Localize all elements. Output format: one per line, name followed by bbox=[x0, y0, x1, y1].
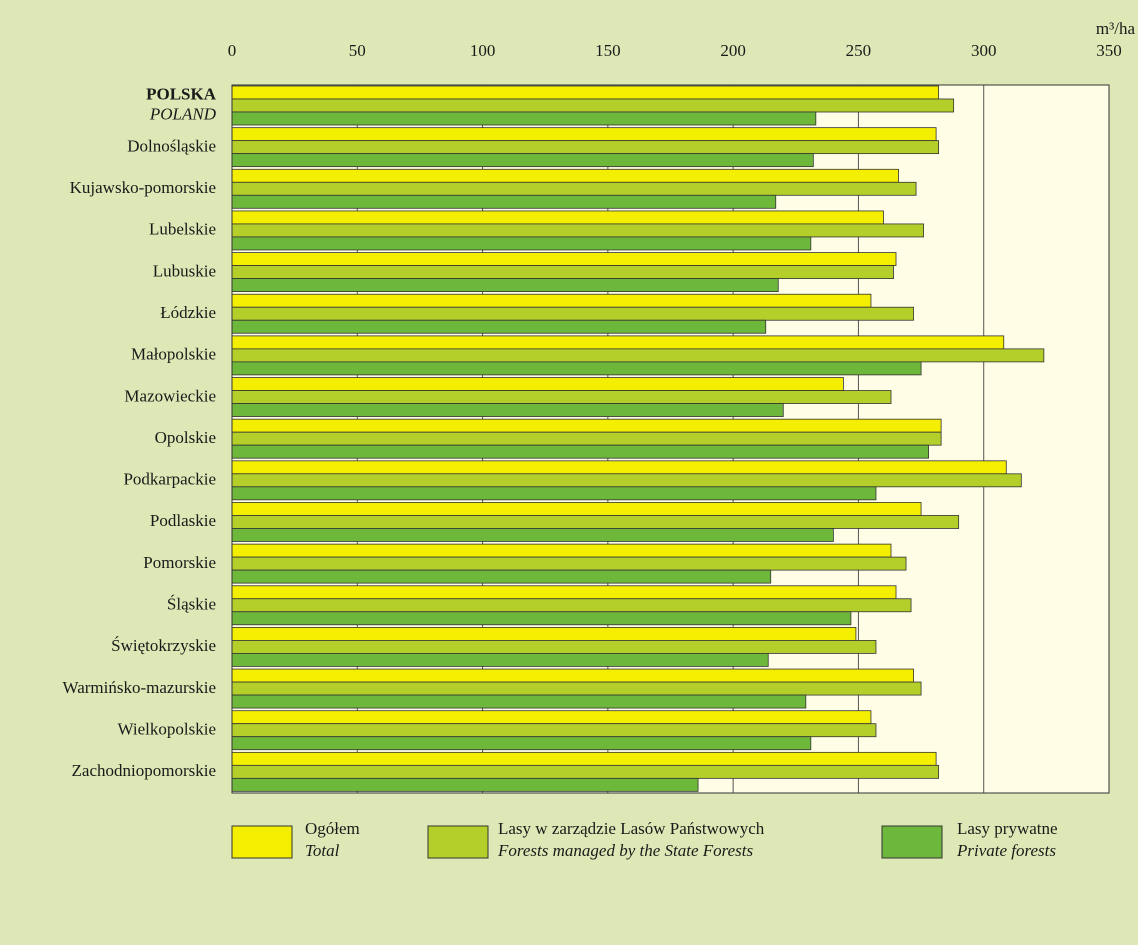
category-label: Warmińsko-mazurskie bbox=[63, 678, 216, 697]
category-label: Śląskie bbox=[167, 594, 216, 613]
bar bbox=[231, 556, 907, 571]
bar bbox=[231, 210, 884, 225]
bar bbox=[231, 694, 807, 709]
category-label: Podlaskie bbox=[150, 511, 216, 530]
bar bbox=[231, 777, 699, 792]
bar bbox=[231, 681, 922, 696]
bar bbox=[231, 403, 784, 417]
x-tick-label: 150 bbox=[595, 41, 621, 60]
bar bbox=[231, 444, 929, 459]
category-label: Lubuskie bbox=[153, 261, 216, 280]
legend-label-en: Private forests bbox=[956, 841, 1056, 860]
category-label: Wielkopolskie bbox=[118, 719, 216, 738]
bar bbox=[231, 223, 924, 238]
bar bbox=[231, 627, 857, 641]
bar bbox=[231, 390, 892, 404]
category-label: Dolnośląskie bbox=[127, 136, 216, 155]
category-label: Małopolskie bbox=[131, 345, 216, 364]
x-tick-label: 300 bbox=[971, 41, 997, 60]
x-tick-label: 250 bbox=[846, 41, 872, 60]
bar bbox=[231, 335, 1005, 350]
x-tick-label: 50 bbox=[349, 41, 366, 60]
category-label: Podkarpackie bbox=[123, 470, 216, 489]
bar bbox=[231, 306, 914, 321]
bar bbox=[231, 569, 772, 584]
bar bbox=[231, 377, 844, 391]
bar bbox=[231, 460, 1007, 475]
category-label: Opolskie bbox=[155, 428, 216, 447]
bar bbox=[231, 736, 812, 751]
category-label: Pomorskie bbox=[143, 553, 216, 572]
x-tick-label: 100 bbox=[470, 41, 496, 60]
legend-label: Ogółem bbox=[305, 819, 360, 838]
bar bbox=[231, 85, 940, 100]
bar bbox=[231, 236, 812, 251]
bar bbox=[231, 293, 872, 308]
bar bbox=[231, 640, 877, 654]
bar bbox=[231, 140, 940, 155]
bar bbox=[231, 668, 914, 683]
bar bbox=[231, 127, 937, 142]
category-label: POLSKA bbox=[146, 85, 217, 104]
bar bbox=[231, 153, 814, 168]
x-tick-label: 200 bbox=[720, 41, 746, 60]
bar bbox=[231, 764, 940, 779]
bar bbox=[231, 278, 779, 292]
x-tick-label: 350 bbox=[1096, 41, 1122, 60]
legend-swatch bbox=[231, 825, 293, 859]
plot-border bbox=[231, 84, 1110, 794]
bar bbox=[231, 486, 877, 501]
bar bbox=[231, 181, 917, 196]
bar bbox=[231, 418, 942, 433]
bar bbox=[231, 751, 937, 766]
category-label: Lubelskie bbox=[149, 220, 216, 239]
category-label: Łódzkie bbox=[160, 303, 216, 322]
legend-label-en: Total bbox=[305, 841, 340, 860]
legend-label: Lasy w zarządzie Lasów Państwowych bbox=[498, 819, 765, 838]
bar bbox=[231, 723, 877, 738]
bar bbox=[231, 473, 1022, 488]
bar bbox=[231, 585, 897, 600]
bar bbox=[231, 543, 892, 558]
bar bbox=[231, 111, 817, 126]
category-label: Zachodniopomorskie bbox=[72, 761, 216, 780]
category-label: Kujawsko-pomorskie bbox=[70, 178, 216, 197]
bar bbox=[231, 98, 955, 113]
category-label: Świętokrzyskie bbox=[111, 636, 216, 655]
bar bbox=[231, 653, 769, 667]
bar bbox=[231, 348, 1045, 363]
legend-swatch bbox=[427, 825, 489, 859]
bar bbox=[231, 611, 852, 626]
bar bbox=[231, 528, 834, 542]
bar bbox=[231, 265, 894, 279]
bar bbox=[231, 168, 899, 183]
bar bbox=[231, 194, 777, 209]
bar bbox=[231, 710, 872, 725]
x-tick-label: 0 bbox=[228, 41, 237, 60]
legend-label-en: Forests managed by the State Forests bbox=[497, 841, 754, 860]
bar bbox=[231, 252, 897, 266]
bar bbox=[231, 319, 767, 334]
bar bbox=[231, 598, 912, 613]
bar bbox=[231, 361, 922, 376]
bar bbox=[231, 515, 960, 529]
legend-label: Lasy prywatne bbox=[957, 819, 1058, 838]
category-translation: POLAND bbox=[149, 105, 217, 124]
bar bbox=[231, 431, 942, 446]
category-label: Mazowieckie bbox=[124, 386, 216, 405]
bar bbox=[231, 502, 922, 516]
x-unit: m³/ha bbox=[1096, 19, 1136, 38]
legend-swatch bbox=[881, 825, 943, 859]
